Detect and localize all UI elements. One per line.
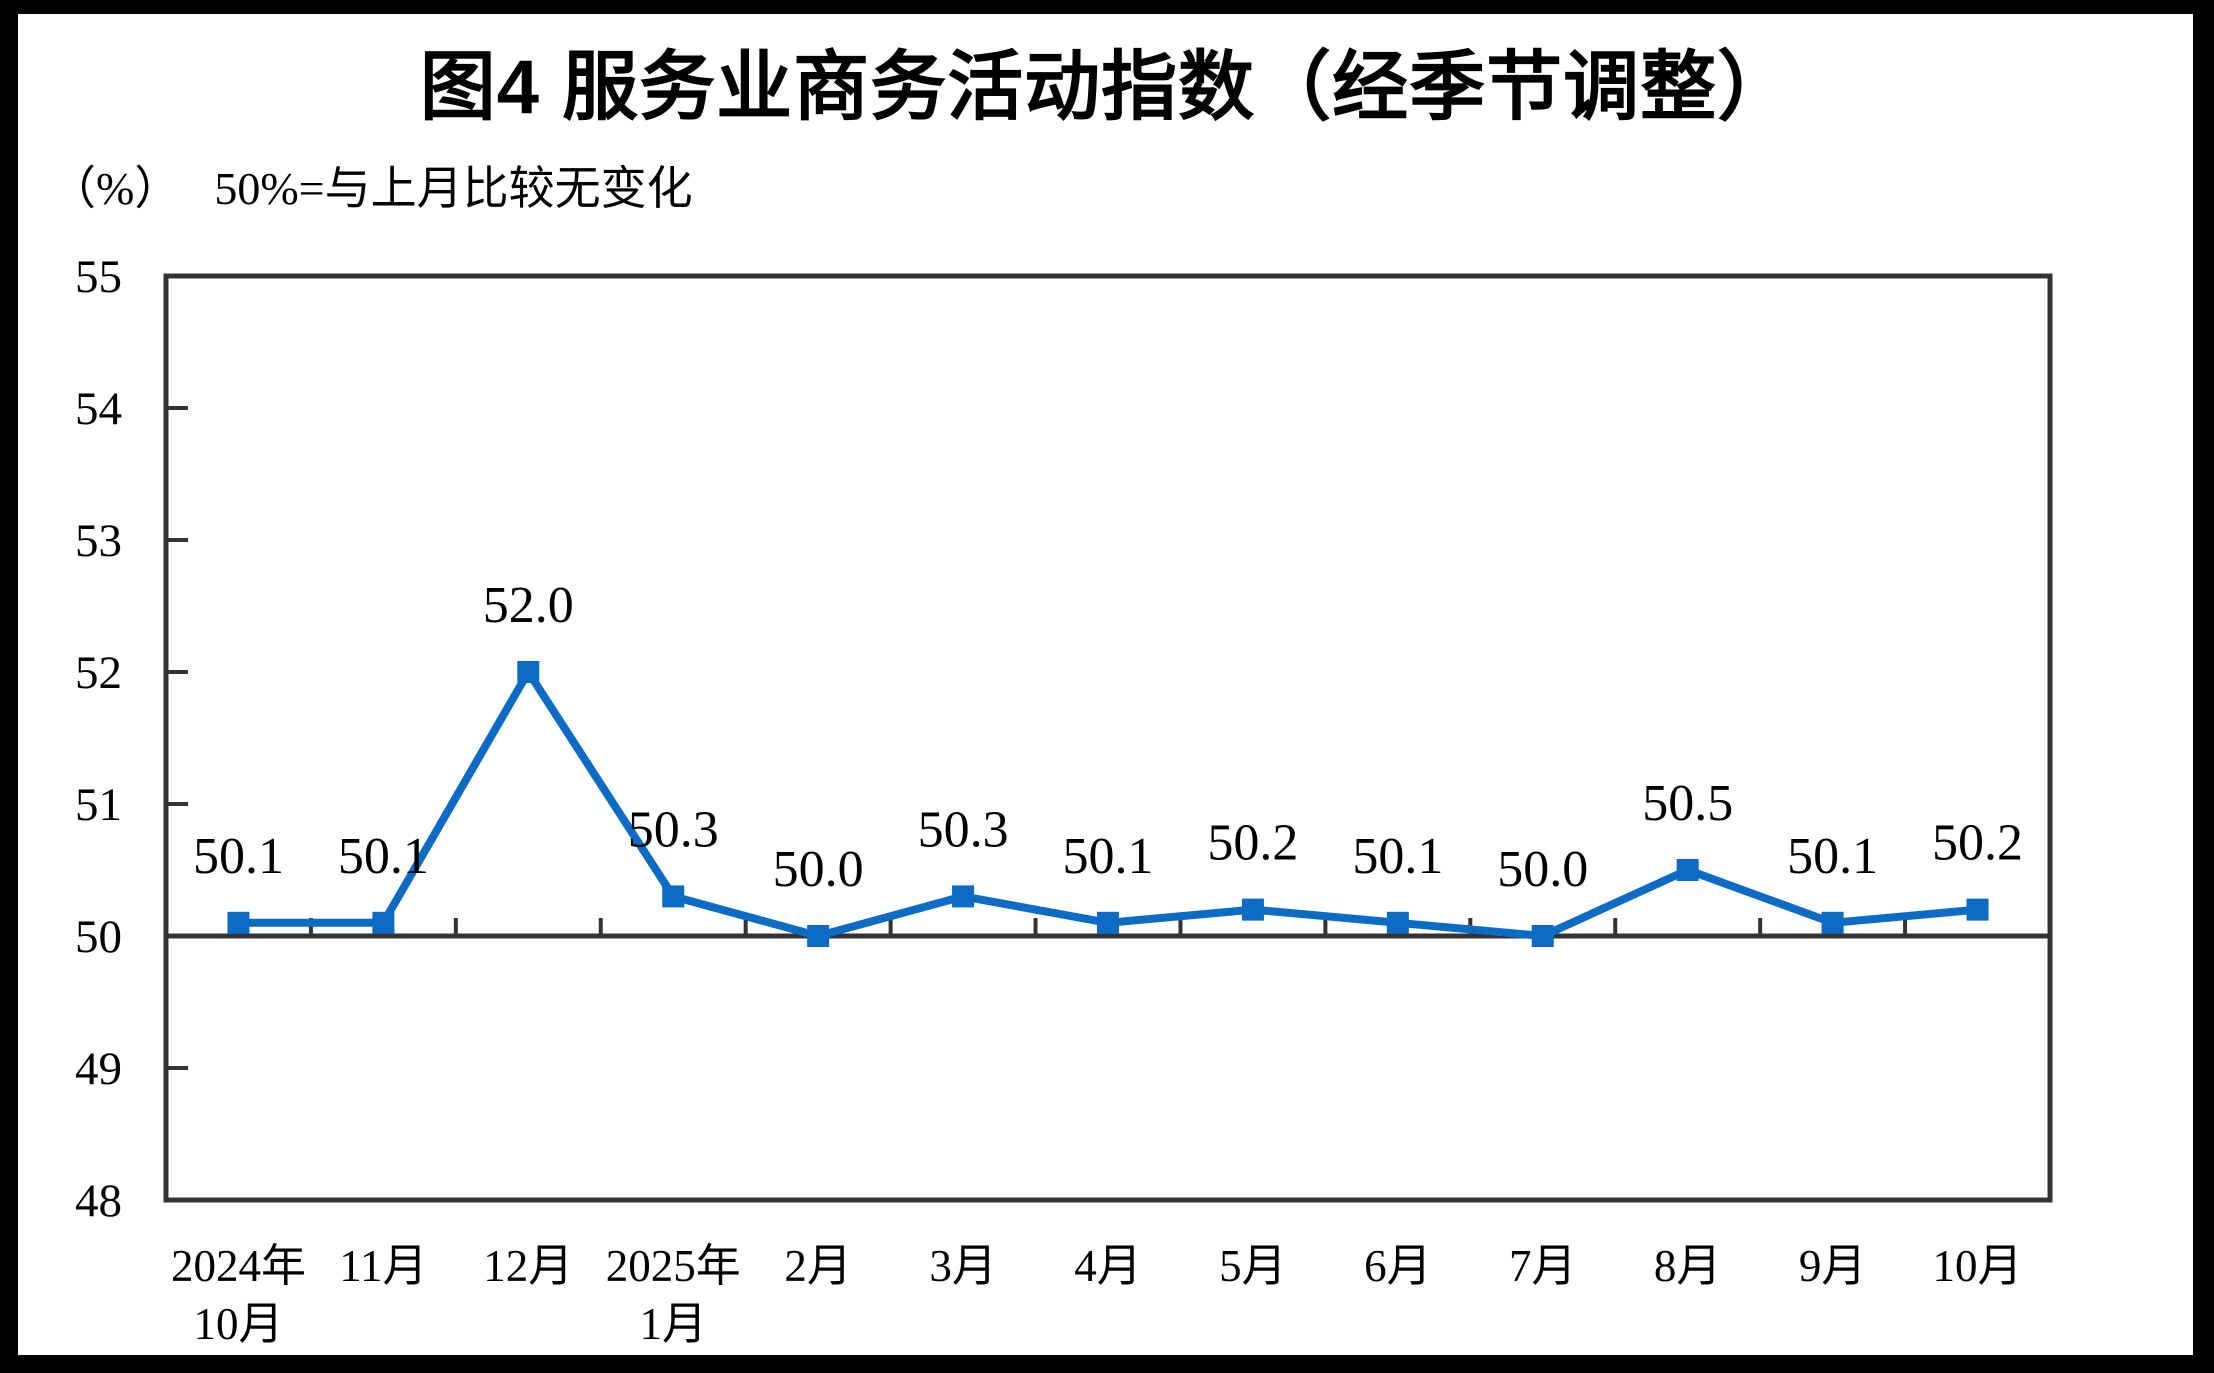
x-category-label: 2月 xyxy=(784,1241,852,1291)
data-point-marker xyxy=(1531,925,1554,947)
y-tick-label: 51 xyxy=(75,779,122,831)
data-point-label: 50.1 xyxy=(338,828,429,885)
data-point-label: 50.3 xyxy=(918,801,1009,858)
x-category-label: 9月 xyxy=(1799,1241,1867,1291)
x-category-label: 2024年 xyxy=(171,1241,306,1291)
y-tick-label: 49 xyxy=(75,1043,122,1095)
data-point-marker xyxy=(1241,898,1264,921)
data-point-marker xyxy=(662,885,685,908)
data-point-label: 50.0 xyxy=(1497,841,1588,898)
data-point-marker xyxy=(1821,911,1844,934)
y-tick-label: 50 xyxy=(75,911,122,963)
chart-subtitle: （%） 50%=与上月比较无变化 xyxy=(50,152,693,218)
data-point-label: 50.5 xyxy=(1642,775,1733,832)
data-point-label: 50.2 xyxy=(1932,815,2023,872)
data-point-label: 50.1 xyxy=(193,828,284,885)
data-point-label: 52.0 xyxy=(483,577,574,634)
x-category-label: 5月 xyxy=(1219,1241,1287,1291)
data-point-marker xyxy=(372,911,395,934)
x-category-label: 10月 xyxy=(193,1299,283,1349)
data-point-marker xyxy=(807,925,830,947)
y-tick-label: 48 xyxy=(75,1175,122,1227)
x-category-label: 6月 xyxy=(1364,1241,1432,1291)
data-point-marker xyxy=(227,911,250,934)
x-category-label: 10月 xyxy=(1933,1241,2023,1291)
y-tick-label: 53 xyxy=(75,515,122,567)
x-category-label: 1月 xyxy=(639,1299,707,1349)
x-category-label: 7月 xyxy=(1509,1241,1577,1291)
data-point-marker xyxy=(1386,911,1409,934)
chart-page-background xyxy=(18,14,2193,1355)
data-point-label: 50.3 xyxy=(628,801,719,858)
chart-title: 图4 服务业商务活动指数（经季节调整） xyxy=(419,45,1795,130)
x-category-label: 2025年 xyxy=(606,1241,741,1291)
data-point-label: 50.0 xyxy=(773,841,864,898)
y-tick-label: 54 xyxy=(75,383,122,435)
x-category-label: 8月 xyxy=(1654,1241,1722,1291)
data-point-marker xyxy=(1097,911,1119,934)
data-point-label: 50.1 xyxy=(1787,828,1878,885)
data-point-marker xyxy=(517,661,540,683)
data-point-marker xyxy=(952,885,975,908)
x-category-label: 4月 xyxy=(1074,1241,1142,1291)
y-axis-unit-label: （%） xyxy=(50,163,181,214)
baseline-note: 50%=与上月比较无变化 xyxy=(214,163,693,214)
y-tick-label: 55 xyxy=(75,251,122,303)
data-point-label: 50.2 xyxy=(1207,815,1298,872)
plot-border xyxy=(163,273,2053,1203)
x-category-label: 3月 xyxy=(929,1241,997,1291)
data-point-marker xyxy=(1966,898,1989,921)
data-point-label: 50.1 xyxy=(1352,828,1443,885)
y-tick-label: 52 xyxy=(75,647,122,699)
data-point-label: 50.1 xyxy=(1063,828,1154,885)
x-category-label: 11月 xyxy=(339,1241,427,1291)
data-point-marker xyxy=(1676,859,1699,881)
x-category-label: 12月 xyxy=(483,1241,573,1291)
